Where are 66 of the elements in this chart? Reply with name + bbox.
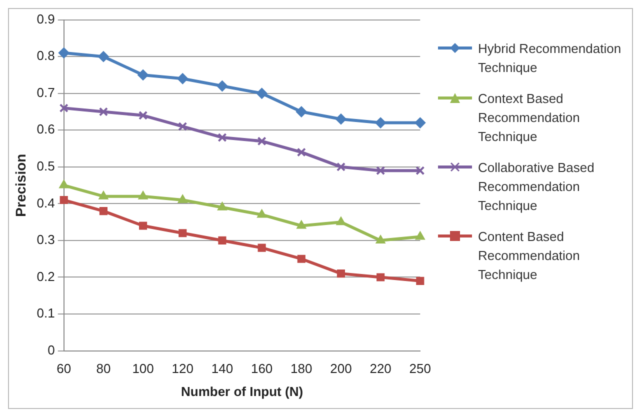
point [98, 190, 108, 200]
x-tick-label: 160 [250, 361, 273, 376]
point [296, 220, 306, 229]
point [297, 254, 306, 263]
point [376, 273, 385, 282]
point [258, 244, 266, 252]
point [336, 216, 346, 226]
x-tick-label: 120 [172, 361, 194, 376]
point [99, 207, 108, 216]
y-tick-label: 0.4 [36, 195, 55, 210]
y-tick-label: 0.1 [36, 306, 55, 321]
point [375, 117, 386, 128]
point [216, 80, 228, 92]
x-tick-label: 220 [370, 361, 392, 376]
point [376, 234, 386, 244]
point [217, 202, 228, 210]
point [256, 88, 268, 99]
point [177, 73, 188, 84]
y-tick-label: 0.5 [36, 158, 55, 174]
point [178, 122, 188, 131]
point [60, 196, 68, 204]
point [296, 106, 307, 118]
point [178, 229, 187, 238]
point [296, 148, 306, 157]
y-tick-label: 0 [48, 342, 55, 358]
y-tick-label: 0.2 [36, 268, 55, 284]
point [139, 222, 148, 230]
point [98, 107, 108, 116]
point [415, 231, 425, 240]
point [336, 270, 346, 278]
legend-label: Hybrid Recommendation Technique [478, 40, 622, 77]
y-tick-label: 0.9 [36, 11, 55, 26]
y-tick-label: 0.3 [36, 232, 55, 248]
y-tick-label: 0.8 [36, 48, 55, 64]
point [335, 114, 346, 125]
point [59, 104, 68, 113]
x-axis-title: Number of Input (N) [180, 384, 304, 399]
point [257, 136, 266, 146]
point [256, 209, 267, 218]
point [416, 166, 425, 176]
legend-label: Context Based Recommendation Technique [478, 90, 581, 146]
point [58, 47, 70, 58]
point [178, 194, 188, 204]
legend-label: Collaborative Based Recommendation Technique [478, 159, 596, 215]
x-tick-label: 100 [132, 361, 154, 376]
point [376, 166, 386, 176]
y-tick-label: 0.6 [36, 122, 55, 137]
point [218, 236, 226, 244]
x-tick-label: 140 [211, 361, 234, 376]
x-tick-label: 200 [330, 361, 352, 376]
x-tick-label: 180 [290, 361, 312, 376]
legend-label: Content Based Recommendation Technique [478, 228, 581, 284]
x-tick-label: 80 [96, 361, 111, 376]
y-axis-title: Precision [12, 154, 28, 217]
point [138, 110, 148, 120]
point [138, 190, 148, 200]
point [138, 69, 149, 80]
x-tick-label: 250 [409, 361, 432, 376]
point [416, 276, 424, 285]
point [98, 51, 109, 62]
x-tick-label: 60 [56, 361, 72, 376]
point [336, 162, 346, 172]
y-tick-label: 0.7 [36, 84, 55, 100]
point [218, 132, 227, 142]
point [414, 117, 426, 128]
point [59, 180, 69, 188]
